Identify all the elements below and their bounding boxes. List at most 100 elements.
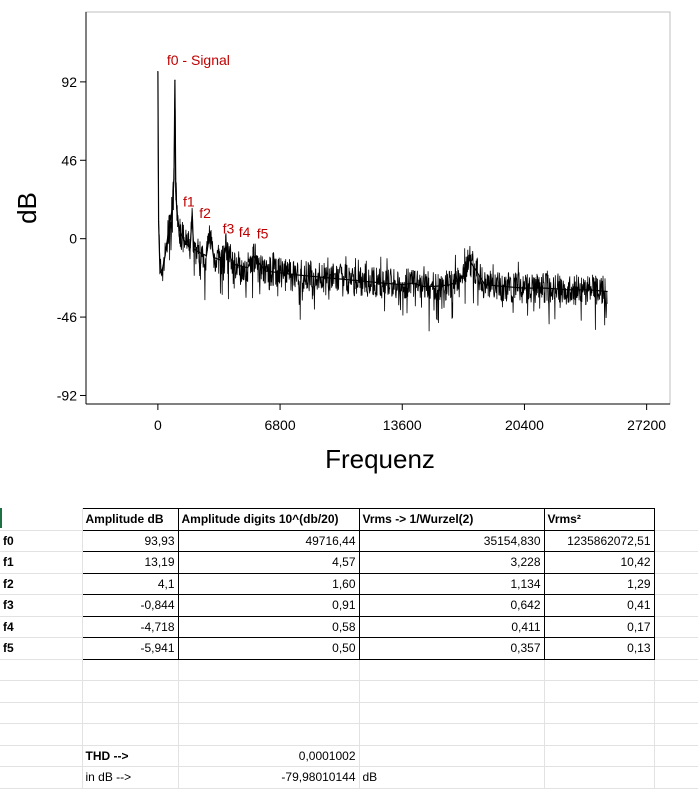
table-row: f0 93,93 49716,44 35154,830 1235862072,51 bbox=[0, 529, 698, 552]
empty-cell[interactable] bbox=[654, 702, 698, 724]
spectrum-point bbox=[310, 275, 312, 277]
column-header[interactable] bbox=[0, 508, 83, 531]
data-cell[interactable]: 0,13 bbox=[543, 637, 655, 660]
row-label[interactable]: f4 bbox=[0, 616, 83, 638]
empty-cell[interactable] bbox=[359, 702, 545, 724]
harmonic-label: f5 bbox=[257, 226, 269, 242]
harmonic-label: f3 bbox=[223, 221, 235, 237]
data-cell[interactable]: -5,941 bbox=[81, 637, 179, 660]
spectrum-point bbox=[176, 207, 178, 209]
spectrum-point bbox=[157, 221, 160, 223]
empty-cell[interactable] bbox=[544, 680, 655, 703]
data-cell[interactable]: 93,93 bbox=[81, 529, 179, 552]
row-label[interactable]: f2 bbox=[0, 573, 83, 595]
column-header[interactable] bbox=[654, 508, 698, 531]
column-header[interactable]: Amplitude dB bbox=[81, 508, 179, 531]
empty-cell[interactable] bbox=[654, 530, 698, 552]
empty-cell[interactable] bbox=[544, 723, 655, 746]
thd-label[interactable]: THD --> bbox=[82, 745, 179, 767]
empty-cell[interactable] bbox=[544, 659, 655, 681]
thd-value[interactable]: 0,0001002 bbox=[178, 745, 360, 767]
empty-cell[interactable] bbox=[654, 573, 698, 595]
column-header[interactable]: Amplitude digits 10^(db/20) bbox=[177, 508, 360, 531]
data-cell[interactable]: 1,60 bbox=[177, 572, 360, 595]
data-cell[interactable]: 0,411 bbox=[358, 615, 545, 638]
empty-cell[interactable] bbox=[654, 723, 698, 746]
empty-cell[interactable] bbox=[0, 723, 83, 746]
data-cell[interactable]: 0,58 bbox=[177, 615, 360, 638]
empty-cell[interactable] bbox=[82, 659, 179, 681]
data-cell[interactable]: 4,1 bbox=[81, 572, 179, 595]
empty-cell[interactable] bbox=[654, 745, 698, 767]
data-cell[interactable]: -0,844 bbox=[81, 594, 179, 617]
empty-cell[interactable] bbox=[654, 551, 698, 574]
data-cell[interactable]: 13,19 bbox=[81, 551, 179, 574]
row-label[interactable]: f0 bbox=[0, 530, 83, 552]
data-cell[interactable]: 0,91 bbox=[177, 594, 360, 617]
data-cell[interactable]: 3,228 bbox=[358, 551, 545, 574]
empty-cell[interactable] bbox=[654, 766, 698, 789]
spectrum-point bbox=[212, 256, 215, 259]
spectrum-point bbox=[462, 275, 464, 277]
empty-cell[interactable] bbox=[0, 766, 83, 789]
empty-row bbox=[0, 680, 698, 703]
data-cell[interactable]: 1,29 bbox=[543, 572, 655, 595]
data-cell[interactable]: 4,57 bbox=[177, 551, 360, 574]
empty-cell[interactable] bbox=[0, 659, 83, 681]
row-label[interactable]: f3 bbox=[0, 594, 83, 617]
data-cell[interactable]: 10,42 bbox=[543, 551, 655, 574]
empty-cell[interactable] bbox=[178, 680, 360, 703]
x-tick-label: 27200 bbox=[627, 417, 666, 433]
data-cell[interactable]: 49716,44 bbox=[177, 529, 360, 552]
empty-cell[interactable] bbox=[178, 702, 360, 724]
thd-unit[interactable] bbox=[359, 745, 545, 767]
empty-cell[interactable] bbox=[0, 745, 83, 767]
empty-cell[interactable] bbox=[544, 766, 655, 789]
empty-cell[interactable] bbox=[359, 723, 545, 746]
thd-unit[interactable]: dB bbox=[359, 766, 545, 789]
data-cell[interactable]: -4,718 bbox=[81, 615, 179, 638]
table-row: f3 -0,844 0,91 0,642 0,41 bbox=[0, 594, 698, 617]
data-cell[interactable]: 35154,830 bbox=[358, 529, 545, 552]
y-axis-ticks: 92 46 0 -46 -92 bbox=[57, 74, 86, 403]
empty-cell[interactable] bbox=[654, 680, 698, 703]
empty-cell[interactable] bbox=[0, 702, 83, 724]
empty-cell[interactable] bbox=[82, 702, 179, 724]
thd-label[interactable]: in dB --> bbox=[82, 766, 179, 789]
empty-cell[interactable] bbox=[544, 745, 655, 767]
data-cell[interactable]: 1,134 bbox=[358, 572, 545, 595]
column-header[interactable]: Vrms -> 1/Wurzel(2) bbox=[358, 508, 545, 531]
empty-cell[interactable] bbox=[544, 702, 655, 724]
spectrum-chart: 92 46 0 -46 -92 0 6800 13600 20400 27200 f0 - Si… bbox=[12, 11, 671, 474]
column-header[interactable]: Vrms² bbox=[543, 508, 655, 531]
empty-row bbox=[0, 702, 698, 724]
data-cell[interactable]: 0,50 bbox=[177, 637, 360, 660]
empty-row bbox=[0, 723, 698, 746]
empty-cell[interactable] bbox=[359, 680, 545, 703]
empty-cell[interactable] bbox=[654, 637, 698, 660]
empty-cell[interactable] bbox=[0, 680, 83, 703]
empty-cell[interactable] bbox=[82, 680, 179, 703]
data-cell[interactable]: 0,642 bbox=[358, 594, 545, 617]
data-cell[interactable]: 0,357 bbox=[358, 637, 545, 660]
spectrum-point bbox=[401, 284, 403, 286]
data-cell[interactable]: 0,41 bbox=[543, 594, 655, 617]
spectrum-line bbox=[157, 71, 608, 293]
data-cell[interactable]: 0,17 bbox=[543, 615, 655, 638]
table-row: f2 4,1 1,60 1,134 1,29 bbox=[0, 572, 698, 595]
empty-cell[interactable] bbox=[654, 616, 698, 638]
empty-cell[interactable] bbox=[82, 723, 179, 746]
spectrum-point bbox=[606, 290, 608, 293]
row-label[interactable]: f5 bbox=[0, 637, 83, 660]
row-label[interactable]: f1 bbox=[0, 551, 83, 574]
empty-cell[interactable] bbox=[178, 659, 360, 681]
empty-cell[interactable] bbox=[178, 723, 360, 746]
empty-cell[interactable] bbox=[654, 594, 698, 617]
empty-cell[interactable] bbox=[359, 659, 545, 681]
empty-cell[interactable] bbox=[654, 659, 698, 681]
y-tick-label: -92 bbox=[57, 387, 77, 403]
x-tick-label: 20400 bbox=[505, 417, 544, 433]
data-cell[interactable]: 1235862072,51 bbox=[543, 529, 655, 552]
thd-value[interactable]: -79,98010144 bbox=[178, 766, 360, 789]
spectrum-point bbox=[412, 282, 414, 284]
